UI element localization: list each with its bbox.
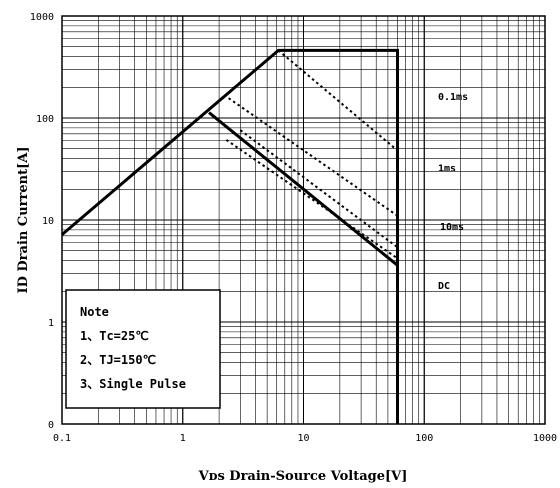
note-line-2: 2、TJ=150℃ xyxy=(80,353,156,367)
note-line-3: 3、Single Pulse xyxy=(80,377,186,391)
series-line-01ms xyxy=(61,48,399,424)
series-line-10ms xyxy=(223,94,399,217)
series-label: 1ms xyxy=(438,163,456,174)
grid xyxy=(61,15,546,425)
y-tick-label: 1000 xyxy=(30,12,54,23)
x-tick-label: 1 xyxy=(180,433,186,444)
y-tick-label: 100 xyxy=(36,114,54,125)
y-axis-title: ID Drain Current[A] xyxy=(16,147,31,294)
series-label: 10ms xyxy=(440,222,464,233)
y-tick-label: 0 xyxy=(48,420,54,431)
note-title: Note xyxy=(80,305,109,319)
series-label: 0.1ms xyxy=(438,92,468,103)
series-line-1ms xyxy=(277,49,399,152)
y-tick-label: 10 xyxy=(42,216,54,227)
note-line-1: 1、Tc=25℃ xyxy=(80,329,149,343)
series-group xyxy=(61,48,399,424)
plot-frame xyxy=(61,15,546,425)
series-label: DC xyxy=(438,281,450,292)
x-tick-label: 10 xyxy=(297,433,309,444)
note-box: Note 1、Tc=25℃ 2、TJ=150℃ 3、Single Pulse xyxy=(65,289,221,409)
y-tick-label: 1 xyxy=(48,318,54,329)
series-line-unlabeled-5 xyxy=(225,139,399,260)
series-labels: 0.1ms 1ms 10ms DC xyxy=(438,92,468,292)
tick-labels: 0.1 1 10 100 1000 0 1 10 100 1000 xyxy=(30,12,557,444)
x-axis-title: Vᴅs Drain-Source Voltage[V] xyxy=(198,469,408,484)
x-tick-label: 1000 xyxy=(533,433,557,444)
x-tick-label: 100 xyxy=(415,433,433,444)
series-line-dc xyxy=(208,111,399,267)
note-frame xyxy=(65,289,221,409)
x-tick-label: 0.1 xyxy=(53,433,71,444)
